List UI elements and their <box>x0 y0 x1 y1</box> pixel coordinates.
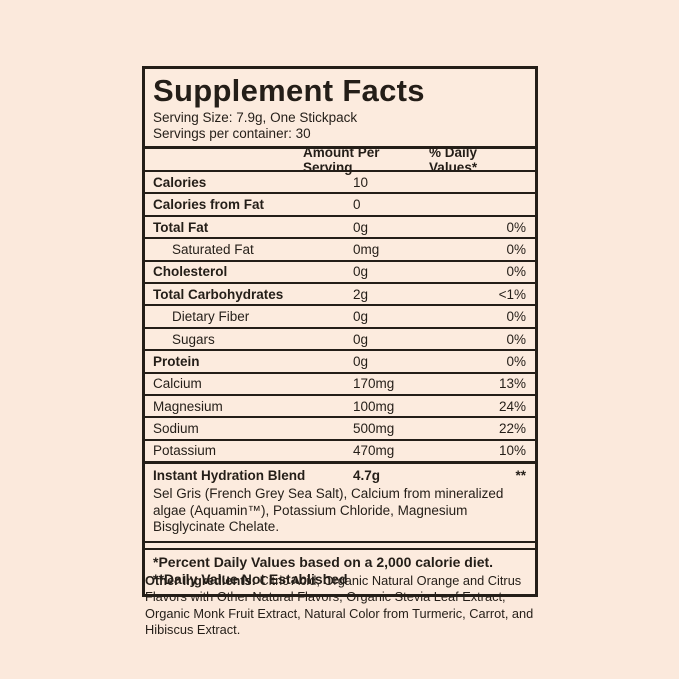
footnotes-box: *Percent Daily Values based on a 2,000 c… <box>145 547 535 594</box>
blend-section: Instant Hydration Blend 4.7g ** Sel Gris… <box>145 461 535 543</box>
nutrient-row: Calcium 170mg 13% <box>145 371 535 394</box>
row-dv: 0% <box>506 331 526 347</box>
row-name: Calories from Fat <box>153 197 265 213</box>
column-header-row: Amount Per Serving % Daily Values* <box>145 145 535 175</box>
row-name: Calories <box>153 174 207 190</box>
row-dv: 24% <box>498 398 526 414</box>
nutrient-row: Calories from Fat 0 <box>145 192 535 214</box>
row-amount: 500mg <box>353 421 395 437</box>
panel-title: Supplement Facts <box>153 73 425 108</box>
nutrient-rows: Calories 10 Calories from Fat 0 Total Fa… <box>145 170 535 461</box>
row-dv: 13% <box>498 376 526 392</box>
row-dv: 0% <box>506 309 526 325</box>
row-dv: 10% <box>498 443 526 459</box>
row-dv: 0% <box>506 264 526 280</box>
blend-dv-asterisks: ** <box>515 467 526 483</box>
footnote-daily-values: *Percent Daily Values based on a 2,000 c… <box>153 553 494 570</box>
row-name: Sodium <box>153 421 199 437</box>
daily-values-column-header: % Daily Values* <box>429 144 478 175</box>
footnote-not-established: **Daily Value Not Established <box>153 571 348 588</box>
row-dv: <1% <box>498 286 526 302</box>
nutrient-row: Protein 0g 0% <box>145 349 535 371</box>
other-ingredients-label: Other Ingredients: <box>145 573 256 588</box>
row-dv: 0% <box>506 219 526 235</box>
row-name: Protein <box>153 353 200 369</box>
nutrient-row: Sugars 0g 0% <box>145 326 535 349</box>
row-name: Magnesium <box>153 398 223 414</box>
row-amount: 2g <box>353 286 369 302</box>
row-amount: 10 <box>353 174 369 190</box>
row-amount: 0mg <box>353 241 380 257</box>
row-name: Calcium <box>153 376 202 392</box>
blend-name: Instant Hydration Blend <box>153 467 306 483</box>
blend-description: Sel Gris (French Grey Sea Salt), Calcium… <box>153 486 504 535</box>
row-name: Total Fat <box>153 219 209 235</box>
nutrient-row: Dietary Fiber 0g 0% <box>145 304 535 326</box>
row-name: Sugars <box>172 331 215 347</box>
other-ingredients-text: Citric Acid, Organic Natural Orange and … <box>145 573 534 637</box>
row-amount: 0 <box>353 197 361 213</box>
other-ingredients: Other Ingredients: Citric Acid, Organic … <box>145 573 537 638</box>
supplement-facts-panel: Supplement Facts Serving Size: 7.9g, One… <box>142 66 538 597</box>
servings-per-container: Servings per container: 30 <box>153 125 311 141</box>
nutrient-row: Cholesterol 0g 0% <box>145 259 535 282</box>
row-dv: 22% <box>498 421 526 437</box>
row-name: Total Carbohydrates <box>153 286 284 302</box>
nutrient-row: Potassium 470mg 10% <box>145 438 535 461</box>
blend-row: Instant Hydration Blend 4.7g ** <box>145 464 535 486</box>
row-amount: 0g <box>353 353 369 369</box>
row-name: Potassium <box>153 443 217 459</box>
serving-size: Serving Size: 7.9g, One Stickpack <box>153 110 358 126</box>
row-amount: 470mg <box>353 443 395 459</box>
row-amount: 100mg <box>353 398 395 414</box>
row-dv: 0% <box>506 241 526 257</box>
row-amount: 0g <box>353 264 369 280</box>
nutrient-row: Calories 10 <box>145 170 535 192</box>
nutrient-row: Total Carbohydrates 2g <1% <box>145 282 535 304</box>
row-amount: 0g <box>353 219 369 235</box>
nutrient-row: Saturated Fat 0mg 0% <box>145 237 535 259</box>
row-name: Saturated Fat <box>172 241 254 257</box>
row-name: Cholesterol <box>153 264 228 280</box>
amount-column-header: Amount Per Serving <box>303 144 380 175</box>
row-dv: 0% <box>506 353 526 369</box>
nutrient-row: Total Fat 0g 0% <box>145 214 535 237</box>
nutrient-row: Sodium 500mg 22% <box>145 416 535 438</box>
row-amount: 0g <box>353 331 369 347</box>
row-name: Dietary Fiber <box>172 309 250 325</box>
blend-amount: 4.7g <box>353 467 381 483</box>
panel-header: Supplement Facts Serving Size: 7.9g, One… <box>145 69 535 146</box>
row-amount: 170mg <box>353 376 395 392</box>
row-amount: 0g <box>353 309 369 325</box>
nutrient-row: Magnesium 100mg 24% <box>145 394 535 416</box>
